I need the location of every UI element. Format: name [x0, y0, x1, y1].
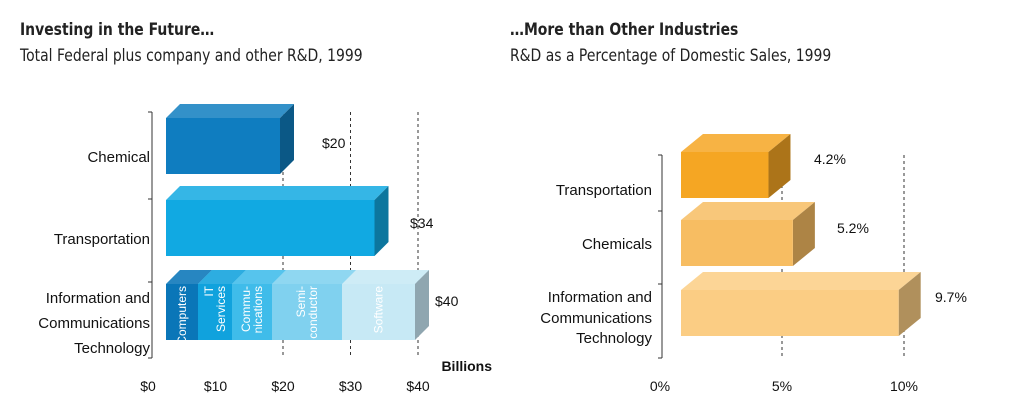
right-chart-subtitle: R&D as a Percentage of Domestic Sales, 1…: [510, 46, 832, 66]
left-category-label: Chemical: [87, 149, 150, 166]
left-x-tick-label: $40: [406, 378, 430, 394]
left-bar-segment-top: [232, 270, 286, 284]
left-category-label: Information and: [46, 290, 150, 307]
right-x-tick-label: 10%: [890, 378, 918, 394]
left-bar-side-face: [374, 186, 389, 256]
left-bar: [166, 118, 280, 174]
left-bar-side-face: [280, 104, 294, 174]
right-chart-title: …More than Other Industries: [510, 20, 739, 40]
left-segment-label: IT: [202, 285, 216, 296]
left-data-label: $20: [322, 135, 346, 151]
left-bar-segment-top: [198, 270, 246, 284]
left-bar-segment-top: [342, 270, 429, 284]
left-segment-label: Software: [372, 286, 386, 334]
right-x-tick-label: 5%: [772, 378, 792, 394]
right-bar: [681, 220, 793, 266]
left-bar-segment: [166, 284, 198, 340]
left-x-tick-label: $10: [204, 378, 228, 394]
right-data-label: 5.2%: [837, 220, 869, 236]
left-bar-segment: [198, 284, 232, 340]
right-bar-side-face: [898, 272, 921, 336]
right-data-label: 4.2%: [814, 151, 846, 167]
left-x-tick-label: $30: [339, 378, 363, 394]
left-bar-segment-top: [166, 270, 212, 284]
left-segment-label: nications: [251, 286, 265, 333]
left-segment-label: Services: [214, 286, 228, 332]
left-segment-label: Semi-: [294, 286, 308, 317]
right-bar-top-face: [681, 272, 921, 290]
right-category-label: Chemicals: [582, 236, 652, 253]
right-x-tick-label: 0%: [650, 378, 670, 394]
left-category-label: Transportation: [54, 231, 150, 248]
right-bar-top-face: [681, 134, 791, 152]
left-x-tick-label: $20: [271, 378, 295, 394]
right-bar: [681, 290, 899, 336]
right-bar-side-face: [792, 202, 815, 266]
left-bar-top-face: [166, 104, 294, 118]
left-x-tick-label: $0: [140, 378, 156, 394]
left-chart-title: Investing in the Future…: [20, 20, 215, 40]
right-category-label: Communications: [540, 310, 652, 327]
right-category-label: Transportation: [556, 182, 652, 199]
left-category-label: Communications: [38, 315, 150, 332]
left-bar: [166, 200, 375, 256]
left-segment-label: Commu-: [239, 286, 253, 332]
left-category-label: Technology: [74, 340, 150, 357]
left-bar-segment-top: [272, 270, 356, 284]
right-bar-side-face: [768, 134, 791, 198]
left-chart-subtitle: Total Federal plus company and other R&D…: [20, 46, 363, 66]
left-bar-segment: [232, 284, 272, 340]
left-segment-label: conductor: [306, 286, 320, 339]
left-data-label: $40: [435, 293, 459, 309]
left-bar-side-face: [415, 270, 429, 340]
left-segment-label: Computers: [175, 286, 189, 345]
left-bar-segment: [272, 284, 342, 340]
left-bar-segment: [342, 284, 415, 340]
left-x-axis-title: Billions: [441, 358, 492, 374]
right-bar: [681, 152, 769, 198]
right-data-label: 9.7%: [935, 289, 967, 305]
right-category-label: Technology: [576, 330, 652, 347]
left-bar-top-face: [166, 186, 389, 200]
left-data-label: $34: [410, 215, 434, 231]
right-bar-top-face: [681, 202, 815, 220]
right-category-label: Information and: [548, 289, 652, 306]
